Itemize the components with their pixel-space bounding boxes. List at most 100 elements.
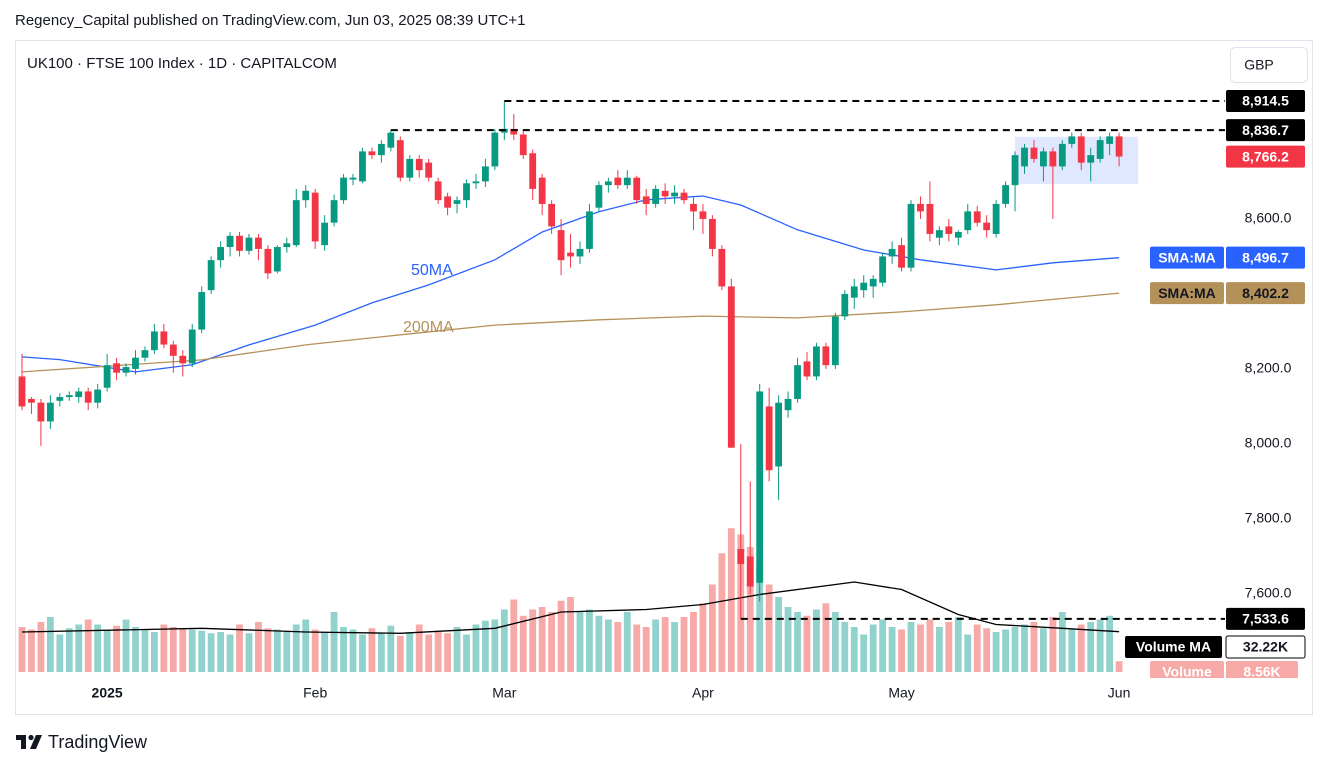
- volume-bar: [340, 627, 347, 672]
- candle-body: [633, 177, 641, 201]
- candle-body: [954, 232, 962, 238]
- candle-body: [510, 128, 518, 135]
- volume-bar: [831, 612, 839, 672]
- candle-body: [614, 177, 622, 186]
- volume-bar: [784, 607, 792, 672]
- candle-body: [434, 181, 442, 201]
- logo-text: TradingView: [48, 732, 148, 752]
- volume-bar: [567, 597, 574, 672]
- candle-body: [642, 196, 650, 204]
- candle-body: [1096, 140, 1104, 159]
- volume-bar: [841, 622, 849, 672]
- candle-body: [860, 282, 868, 291]
- volume-bar: [141, 629, 149, 672]
- candle-body: [813, 346, 820, 377]
- volume-bar: [917, 624, 924, 672]
- candle-body: [349, 177, 357, 180]
- volume-bar: [283, 630, 291, 672]
- candle-body: [1058, 143, 1066, 167]
- volume-bar: [604, 619, 612, 672]
- volume-bar: [992, 632, 1000, 672]
- volume-bar: [396, 635, 404, 672]
- candle-body: [888, 248, 896, 257]
- candle-body: [822, 346, 830, 366]
- candle-body: [321, 222, 329, 246]
- candle-body: [1049, 151, 1057, 167]
- volume-bar: [822, 603, 830, 672]
- volume-bar: [132, 627, 139, 672]
- candle-body: [46, 402, 54, 422]
- volume-bar: [330, 612, 338, 672]
- level-label: 7,533.6: [1242, 611, 1289, 627]
- candle-body: [973, 211, 981, 223]
- volume-bar: [1115, 661, 1123, 672]
- volume-bar: [245, 633, 253, 672]
- candle-body: [567, 252, 574, 257]
- x-tick-label: May: [888, 685, 914, 701]
- volume-bar: [794, 612, 801, 672]
- x-tick-label: Feb: [303, 685, 327, 701]
- candle-body: [548, 203, 556, 227]
- candle-body: [103, 365, 111, 388]
- indicator-value-box: [1226, 246, 1305, 269]
- volume-bar: [359, 634, 366, 672]
- candle-body: [37, 402, 45, 422]
- candle-body: [765, 406, 773, 471]
- volume-bar: [103, 630, 111, 672]
- candle-body: [879, 256, 887, 283]
- volume-ma-line: [21, 581, 1120, 634]
- candle-body: [245, 237, 253, 251]
- candle-body: [756, 391, 764, 583]
- candle-body: [576, 248, 584, 257]
- candle-body: [727, 286, 735, 448]
- candle-body: [396, 140, 404, 178]
- volume-bar: [217, 632, 225, 672]
- volume-bar: [907, 622, 915, 672]
- volume-bar: [699, 603, 707, 672]
- candle-body: [359, 151, 366, 182]
- candle-body: [169, 344, 177, 356]
- last-price-label: 8,766.2: [1242, 148, 1289, 164]
- volume-bar: [690, 612, 697, 672]
- volume-bar: [500, 609, 508, 672]
- y-tick-label: 8,000.0: [1245, 435, 1292, 451]
- candle-body: [377, 143, 385, 156]
- volume-bar: [84, 619, 92, 672]
- volume-bar: [207, 633, 215, 672]
- indicator-name: SMA:MA: [1158, 249, 1216, 265]
- volume-bar: [226, 634, 234, 672]
- volume-ma-name-box: [1125, 636, 1222, 658]
- volume-bar: [538, 607, 546, 672]
- candle-body: [992, 203, 1000, 234]
- candle-body: [538, 177, 546, 204]
- indicator-value-box: [1226, 282, 1305, 305]
- volume-bar: [321, 632, 329, 672]
- candle-body: [907, 203, 915, 268]
- candle-body: [661, 190, 669, 197]
- candle-body: [652, 188, 660, 204]
- candle-body: [1077, 136, 1085, 163]
- price-axis: 7,600.0 7,800.0 8,000.0 8,200.0 8,600.0 8,914…: [1125, 89, 1306, 678]
- volume-bar: [94, 624, 102, 672]
- y-tick-label: 8,600.0: [1245, 210, 1292, 226]
- volume-bar: [491, 619, 499, 672]
- candle-body: [368, 151, 376, 156]
- volume-bar: [964, 634, 972, 672]
- candle-body: [1021, 147, 1028, 167]
- currency: GBP: [1244, 57, 1274, 73]
- candle-body: [784, 398, 792, 411]
- candle-body: [586, 211, 593, 249]
- volume-bar: [1096, 619, 1104, 672]
- volume-bar: [1011, 627, 1019, 672]
- annotation-200ma: 200MA: [403, 319, 454, 336]
- price-pane: [18, 99, 1225, 672]
- candle-body: [718, 248, 726, 287]
- volume-bar: [482, 620, 489, 672]
- candle-body: [898, 245, 905, 268]
- volume-bar: [718, 553, 726, 672]
- level-label: 8,914.5: [1242, 93, 1289, 109]
- indicator-name: SMA:MA: [1158, 285, 1216, 301]
- volume-bar: [37, 622, 45, 672]
- candle-body: [255, 237, 262, 249]
- volume-bar: [926, 619, 934, 672]
